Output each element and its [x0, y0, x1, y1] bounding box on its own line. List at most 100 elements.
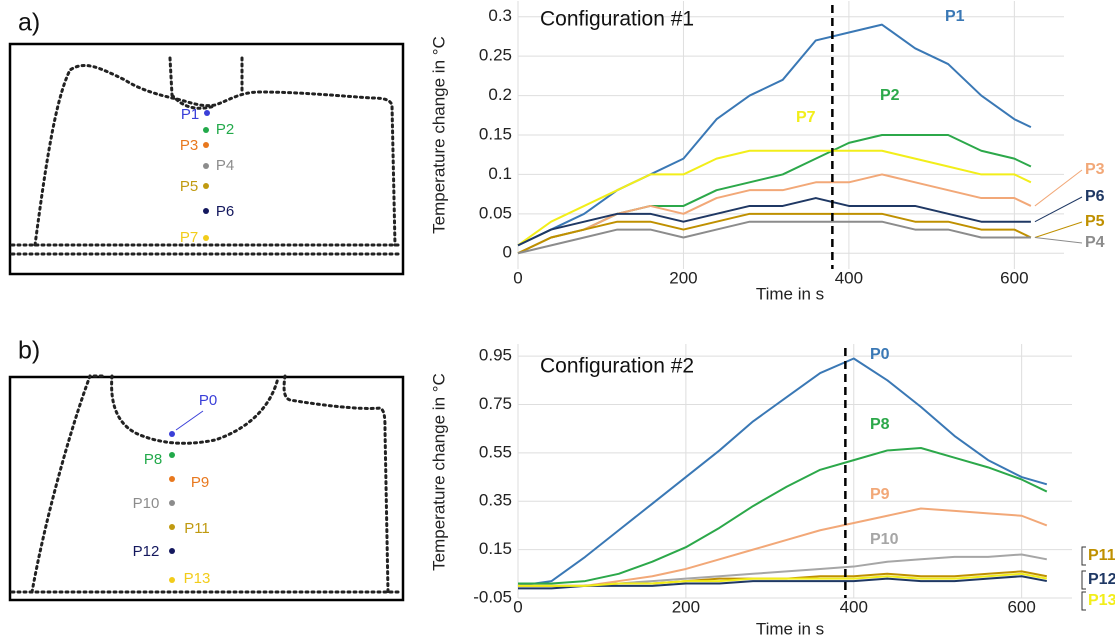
- y-tick-label: 0.05: [479, 203, 512, 222]
- y-tick-label: 0.15: [479, 539, 512, 558]
- probe-label: P9: [191, 474, 209, 491]
- x-axis-label: Time in s: [756, 284, 824, 303]
- label-pointer: [1034, 221, 1083, 238]
- line-chart: -0.05 0.15 0.35 0.55 0.75 0.95 0 200 400 600 Confi…: [429, 344, 1115, 638]
- x-tick-label: 600: [1007, 597, 1035, 616]
- probe-label: P3: [180, 137, 198, 154]
- probe-label: P10: [133, 495, 160, 512]
- y-tick-label: 0.95: [479, 346, 512, 365]
- series-line: [518, 507, 1048, 587]
- label-pointer: [1034, 236, 1083, 244]
- probe-label: P4: [216, 157, 234, 174]
- panel-label: b): [18, 337, 40, 365]
- probe-point: [203, 163, 209, 169]
- x-tick-label: 200: [672, 597, 700, 616]
- probe-point: [203, 235, 209, 241]
- y-axis-label: Temperature change in °C: [429, 373, 448, 571]
- probe-point: [169, 476, 175, 482]
- probe-point: [204, 110, 210, 116]
- series-label: P1: [945, 8, 965, 25]
- probe-label: P13: [184, 570, 211, 587]
- y-tick-label: 0: [503, 243, 512, 262]
- x-tick-label: 600: [1000, 268, 1028, 287]
- y-axis-label: Temperature change in °C: [429, 36, 448, 234]
- series-label: P10: [870, 531, 899, 548]
- outline: [168, 56, 244, 110]
- y-tick-label: 0.2: [488, 85, 512, 104]
- chart-title: Configuration #1: [540, 8, 694, 31]
- y-tick-label: 0.75: [479, 394, 512, 413]
- probe-label: P2: [216, 121, 234, 138]
- series-line: [517, 357, 1048, 587]
- probe-label: P0: [199, 392, 217, 409]
- probe-point: [169, 577, 175, 583]
- series-label: P11: [1088, 547, 1115, 564]
- label-pointer: [1034, 169, 1083, 207]
- x-axis-label: Time in s: [756, 619, 824, 638]
- pointer-arrow: [175, 410, 204, 431]
- probe-label: P6: [216, 203, 234, 220]
- y-tick-label: 0.1: [488, 164, 512, 183]
- probe-point: [203, 127, 209, 133]
- y-tick-label: 0.25: [479, 46, 512, 65]
- series-label: P3: [1085, 161, 1105, 178]
- x-tick-label: 0: [513, 268, 522, 287]
- probe-label: P5: [180, 178, 198, 195]
- series-line: [517, 212, 1032, 255]
- schematic-b: [8, 374, 405, 602]
- series-line: [517, 197, 1031, 247]
- series-label: P12: [1088, 571, 1115, 588]
- probe-label: P7: [180, 229, 198, 246]
- probe-label: P8: [144, 451, 162, 468]
- series-label: P9: [870, 486, 890, 503]
- panel-label: a): [18, 9, 40, 37]
- probe-label: P11: [184, 520, 210, 537]
- y-tick-label: 0.55: [479, 442, 512, 461]
- series-label: P4: [1085, 234, 1105, 251]
- x-tick-label: 400: [835, 268, 863, 287]
- y-tick-label: 0.15: [479, 124, 512, 143]
- schematic-a: [8, 42, 405, 276]
- series-line: [517, 220, 1031, 255]
- y-tick-label: 0.3: [488, 6, 512, 25]
- series-label: P13: [1088, 592, 1115, 609]
- outline: [10, 243, 402, 256]
- label-bracket: [1081, 591, 1086, 611]
- series-label: P5: [1085, 213, 1105, 230]
- probe-point: [169, 431, 175, 437]
- series-label: P8: [870, 416, 890, 433]
- series-line: [517, 173, 1032, 255]
- series-line: [518, 575, 1048, 590]
- probe-point: [169, 500, 175, 506]
- series-line: [518, 447, 1048, 585]
- probe-point: [203, 142, 209, 148]
- outline: [110, 374, 280, 445]
- series-line: [517, 149, 1032, 247]
- line-chart: 0 0.05 0.1 0.15 0.2 0.25 0.3 0 200 400 600 Configur…: [429, 1, 1105, 303]
- probe-point: [203, 208, 209, 214]
- series-label: P0: [870, 346, 890, 363]
- series-label: P7: [796, 109, 816, 126]
- schematic-frame: [8, 375, 405, 602]
- chart-title: Configuration #2: [540, 355, 694, 378]
- outline: [33, 64, 397, 247]
- series-label: P2: [880, 87, 900, 104]
- probe-point: [169, 548, 175, 554]
- label-pointer: [1034, 196, 1083, 223]
- outline: [30, 374, 390, 594]
- x-tick-label: 0: [513, 597, 522, 616]
- x-tick-label: 400: [840, 597, 868, 616]
- x-tick-label: 200: [669, 268, 697, 287]
- series-line: [517, 23, 1032, 247]
- y-tick-label: -0.05: [473, 587, 512, 606]
- probe-label: P12: [133, 543, 160, 560]
- probe-point: [203, 183, 209, 189]
- label-bracket: [1081, 570, 1086, 590]
- probe-point: [169, 524, 175, 530]
- probe-label: P1: [181, 106, 199, 123]
- y-tick-label: 0.35: [479, 491, 512, 510]
- schematic-frame: [8, 42, 405, 276]
- series-line: [518, 572, 1048, 587]
- probe-point: [169, 452, 175, 458]
